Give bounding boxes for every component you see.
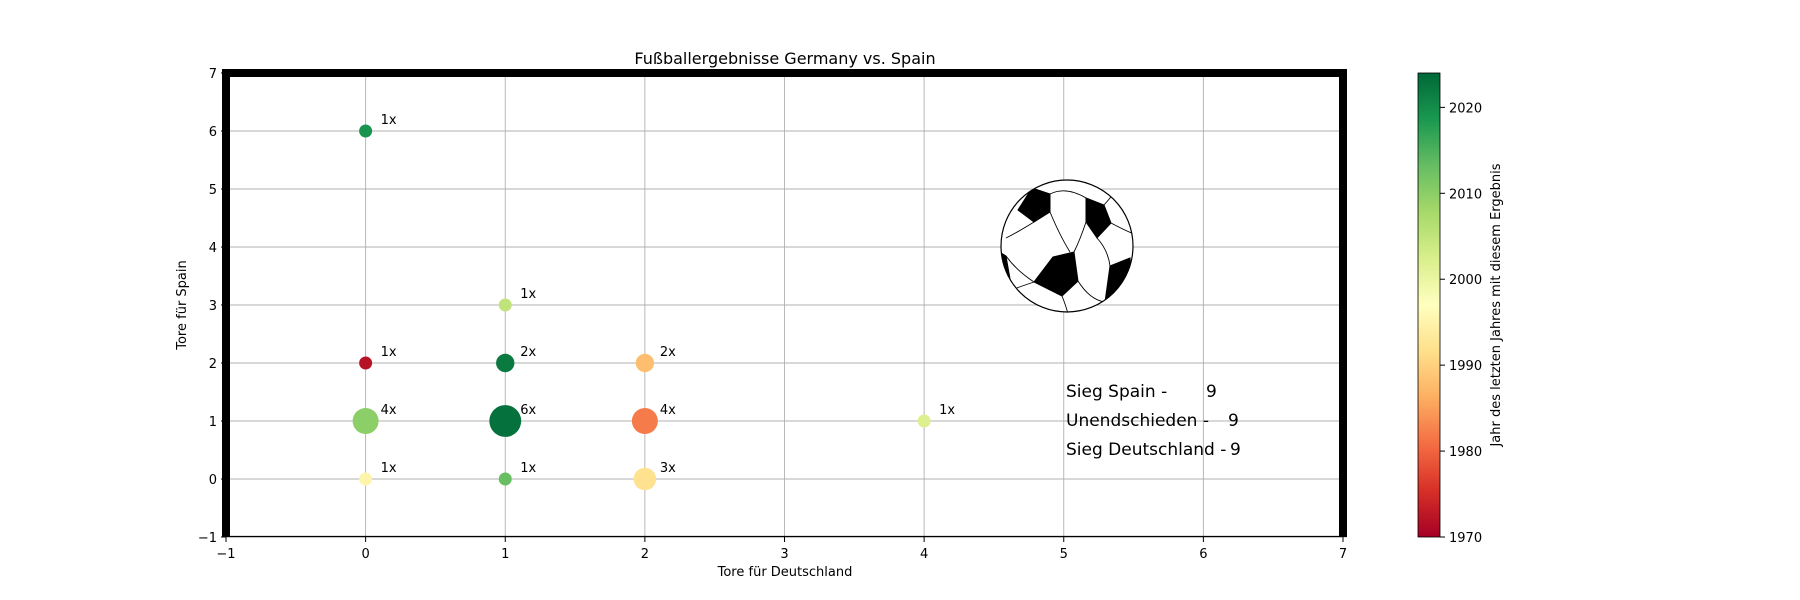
y-tick-label: 2 — [209, 357, 217, 372]
x-tick-label: 3 — [780, 547, 788, 562]
point-count-label: 1x — [520, 287, 536, 302]
summary-spain-value: 9 — [1206, 382, 1217, 402]
data-point — [633, 467, 657, 491]
x-tick-label: 0 — [361, 547, 369, 562]
colorbar-label: Jahr des letzten Jahres mit diesem Ergeb… — [1489, 163, 1504, 447]
data-point — [359, 124, 373, 138]
summary-spain-label: Sieg Spain - — [1066, 382, 1167, 402]
point-count-label: 6x — [520, 403, 536, 418]
x-tick-label: 4 — [920, 547, 928, 562]
data-point — [917, 414, 931, 428]
point-count-label: 2x — [520, 345, 536, 360]
data-point — [359, 472, 373, 486]
colorbar-tick-label: 2000 — [1449, 273, 1482, 288]
point-count-label: 1x — [939, 403, 955, 418]
chart-title: Fußballergebnisse Germany vs. Spain — [634, 49, 935, 68]
summary-draw-value: 9 — [1228, 411, 1239, 431]
x-tick-label: 5 — [1060, 547, 1068, 562]
x-tick-label: 6 — [1199, 547, 1207, 562]
point-count-label: 1x — [381, 113, 397, 128]
x-tick-label: 2 — [641, 547, 649, 562]
x-tick-label: 1 — [501, 547, 509, 562]
x-tick-label: −1 — [216, 547, 235, 562]
colorbar — [1417, 72, 1441, 538]
y-axis-label: Tore für Spain — [175, 260, 190, 351]
data-point — [352, 408, 379, 434]
colorbar-ticks: 1970 1980 1990 2000 2010 2020 — [1440, 101, 1482, 546]
point-count-label: 1x — [520, 461, 536, 476]
colorbar-tick-label: 1990 — [1449, 359, 1482, 374]
colorbar-tick-label: 2010 — [1449, 187, 1482, 202]
y-tick-label: 7 — [209, 67, 217, 82]
summary-draw-label: Unendschieden - — [1066, 411, 1209, 431]
data-points: 1x 1x 1x 2x 2x 4x 6x 4x 1x 1x 1x 3x — [352, 113, 955, 491]
summary-germany-value: 9 — [1230, 440, 1241, 460]
point-count-label: 1x — [381, 461, 397, 476]
data-point — [359, 356, 373, 370]
x-axis-label: Tore für Deutschland — [717, 565, 853, 580]
data-point — [489, 405, 522, 437]
data-point — [631, 408, 658, 434]
point-count-label: 4x — [381, 403, 397, 418]
data-point — [496, 353, 515, 373]
data-point — [498, 298, 512, 312]
data-point — [498, 472, 512, 486]
data-point — [635, 353, 655, 373]
point-count-label: 3x — [660, 461, 676, 476]
y-tick-label: −1 — [198, 531, 217, 546]
point-count-label: 4x — [660, 403, 676, 418]
colorbar-tick-label: 1980 — [1449, 445, 1482, 460]
y-tick-label: 4 — [209, 241, 217, 256]
y-tick-label: 5 — [209, 183, 217, 198]
axis-ticks: −1 0 1 2 3 4 5 6 7 −1 0 1 2 3 4 5 6 7 — [198, 67, 1347, 562]
y-tick-label: 1 — [209, 415, 217, 430]
summary-germany-label: Sieg Deutschland - — [1066, 440, 1226, 460]
colorbar-tick-label: 2020 — [1449, 101, 1482, 116]
y-tick-label: 3 — [209, 299, 217, 314]
soccer-ball-icon — [1000, 179, 1134, 313]
point-count-label: 1x — [381, 345, 397, 360]
y-tick-label: 6 — [209, 125, 217, 140]
y-tick-label: 0 — [209, 473, 217, 488]
result-summary: Sieg Spain - 9 Unendschieden - 9 Sieg De… — [1066, 382, 1241, 460]
point-count-label: 2x — [660, 345, 676, 360]
x-tick-label: 7 — [1339, 547, 1347, 562]
colorbar-tick-label: 1970 — [1449, 531, 1482, 546]
